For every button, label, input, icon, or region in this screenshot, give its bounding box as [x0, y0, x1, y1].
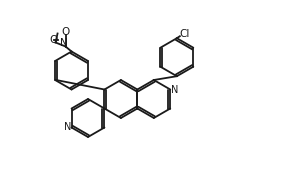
Text: O: O: [61, 26, 70, 36]
Text: N: N: [170, 85, 178, 95]
Text: N: N: [60, 38, 67, 48]
Text: O: O: [49, 34, 58, 45]
Text: N: N: [64, 122, 71, 132]
Text: Cl: Cl: [180, 29, 190, 39]
